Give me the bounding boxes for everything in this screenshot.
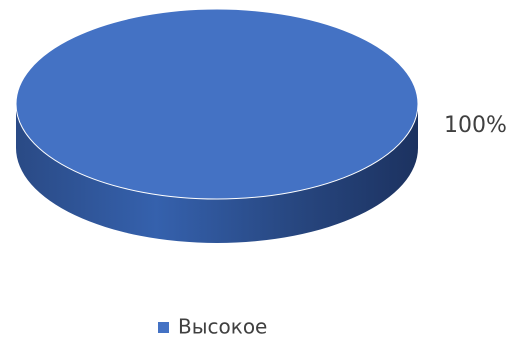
slice — [15, 8, 419, 200]
legend-swatch — [158, 322, 169, 333]
data-label: 100% — [444, 113, 507, 138]
slice-side — [16, 104, 418, 243]
legend-label: Высокое — [178, 315, 267, 339]
